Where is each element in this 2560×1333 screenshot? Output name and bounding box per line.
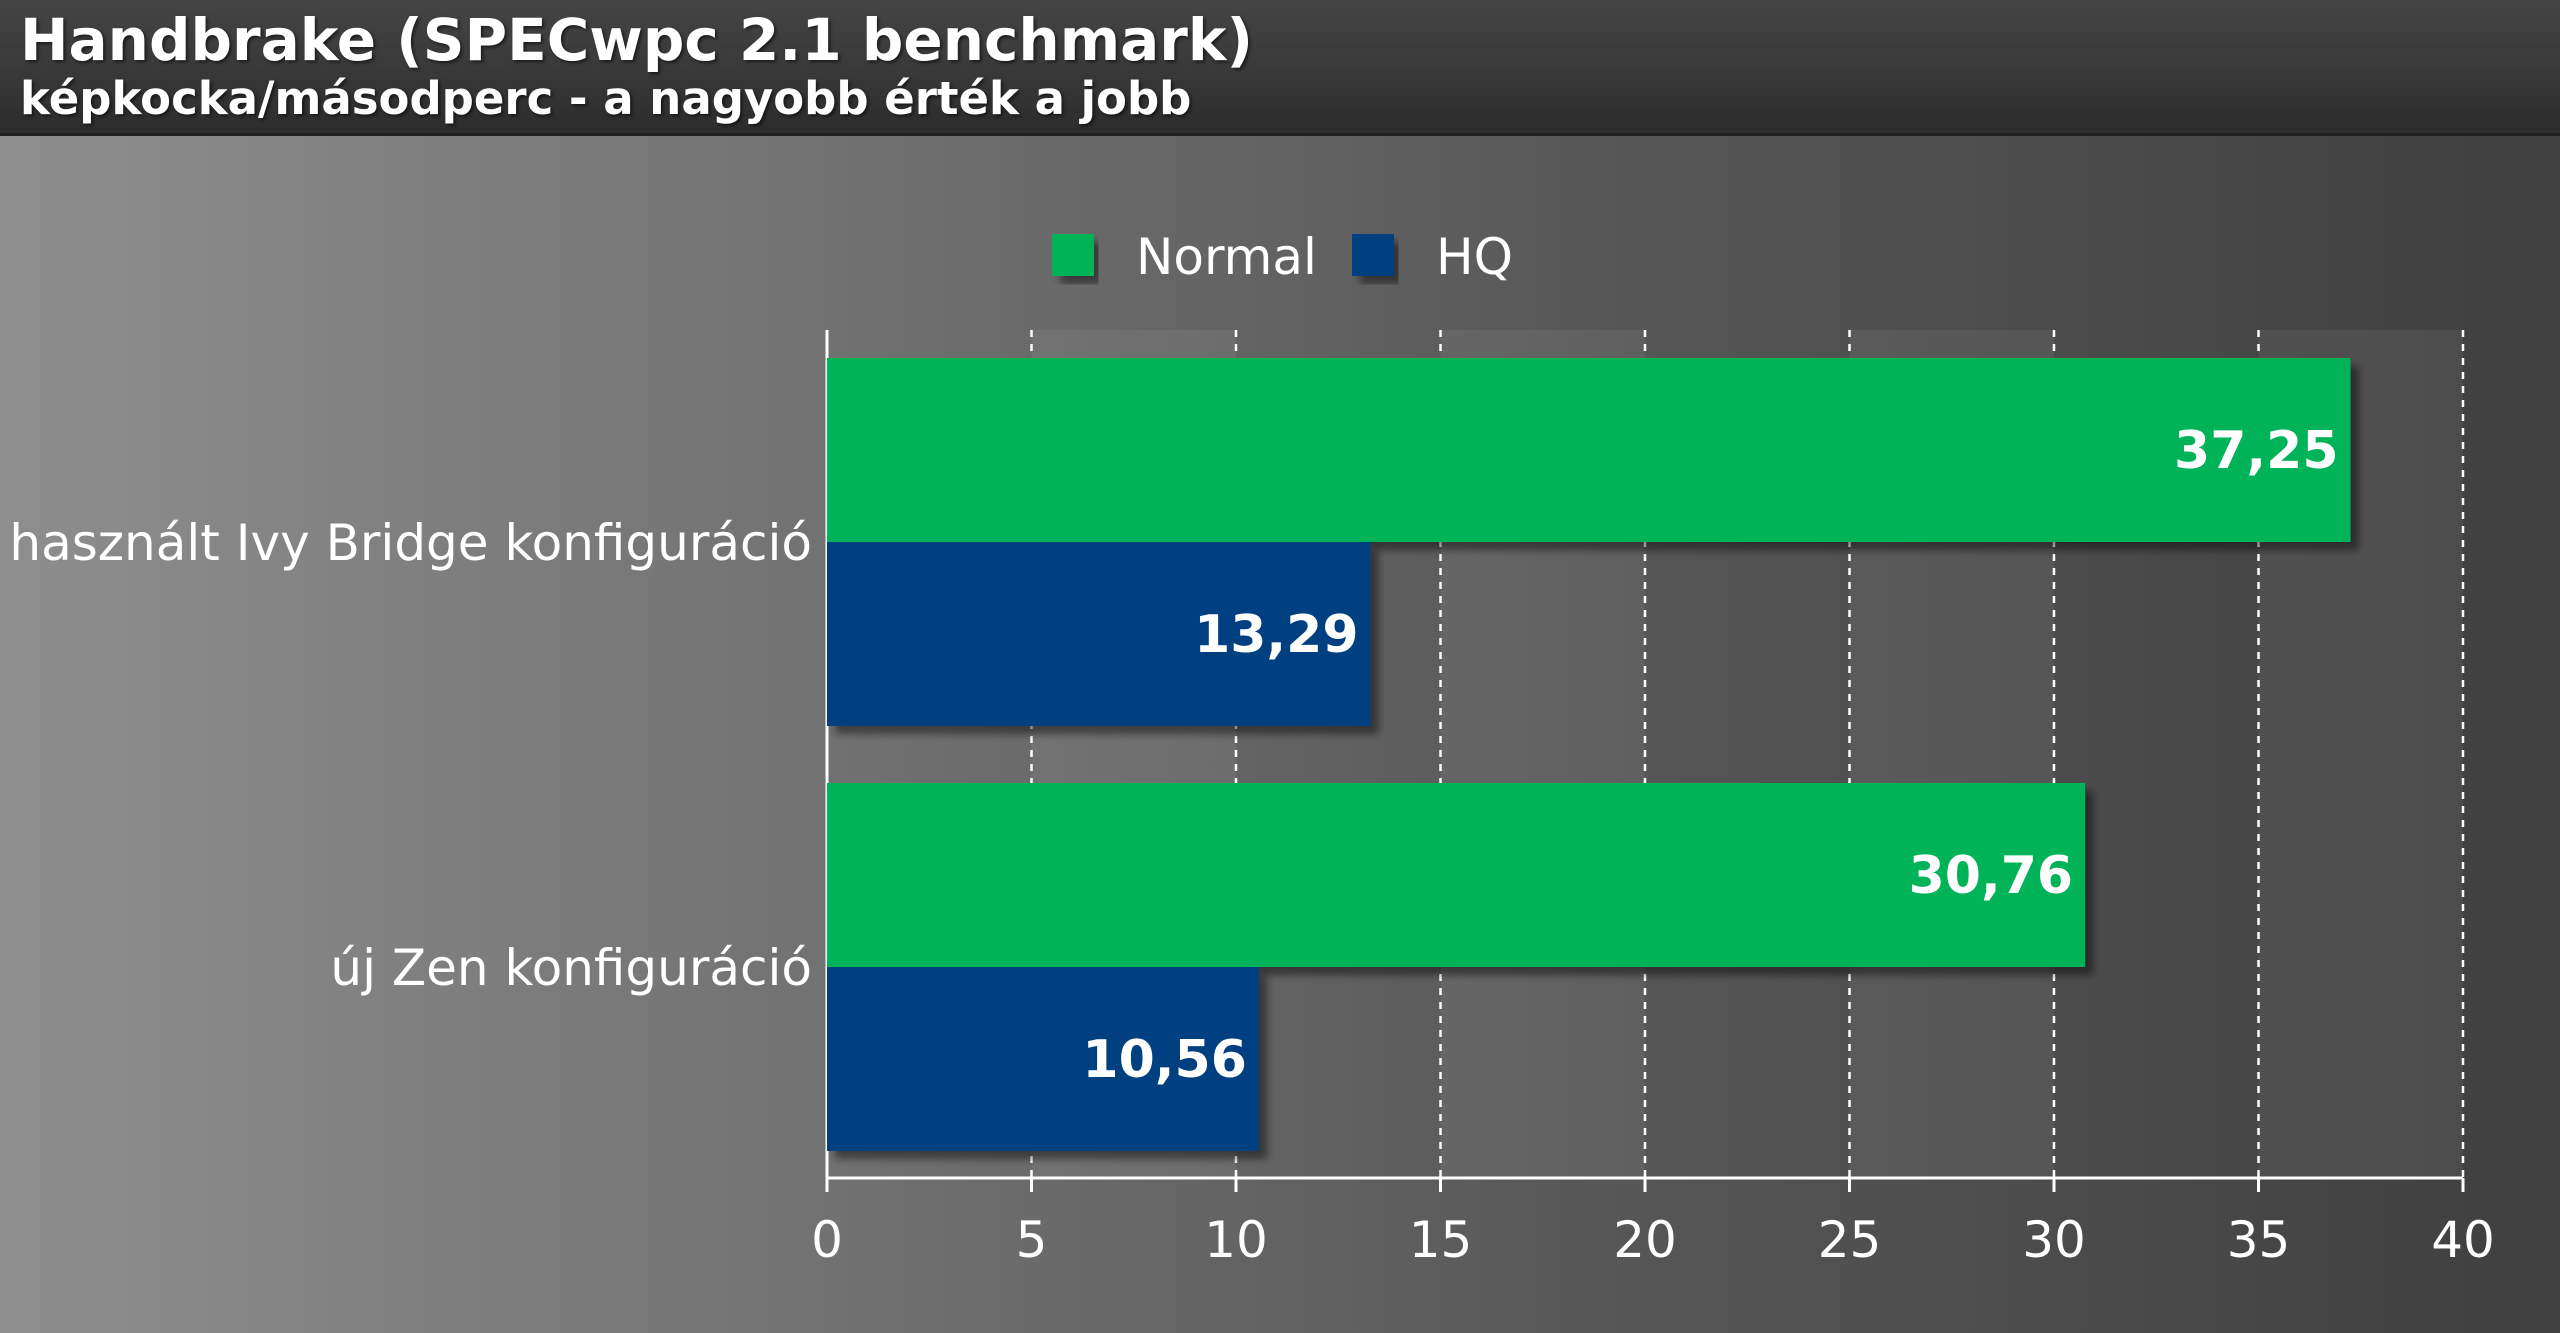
legend-swatch-normal [1052,234,1094,276]
x-tick-label: 5 [1016,1211,1048,1269]
bar-value-label: 30,76 [1909,846,2073,906]
x-tick-label: 0 [811,1211,843,1269]
x-tick-label: 25 [1818,1211,1882,1269]
x-tick-label: 30 [2022,1211,2086,1269]
bar-value-label: 10,56 [1082,1030,1246,1090]
legend-label: HQ [1436,228,1513,286]
legend: Normal HQ [1052,228,1513,286]
bar-hq [827,542,1371,726]
bars: 37,25 13,29 30,76 10,56 [827,358,2351,1151]
bar-value-label: 13,29 [1194,605,1358,665]
x-tick-label: 10 [1204,1211,1268,1269]
x-tick-label: 15 [1409,1211,1473,1269]
bar-normal [827,783,2086,967]
bar-value-label: 37,25 [2174,421,2338,481]
category-label: új Zen konfiguráció [330,939,812,997]
chart-title: Handbrake (SPECwpc 2.1 benchmark) [20,6,1253,74]
legend-swatch-hq [1352,234,1394,276]
category-labels: használt Ivy Bridge konfiguráció új Zen k… [9,514,812,997]
chart-header: Handbrake (SPECwpc 2.1 benchmark) képkoc… [0,0,2560,136]
x-tick-label: 20 [1613,1211,1677,1269]
legend-label: Normal [1136,228,1317,286]
category-label: használt Ivy Bridge konfiguráció [9,514,812,572]
x-axis: 0 5 10 15 20 25 30 35 40 [811,1176,2495,1269]
chart-subtitle: képkocka/másodperc - a nagyobb érték a j… [20,72,1192,125]
x-tick-label: 35 [2227,1211,2291,1269]
bar-hq [827,967,1259,1151]
bar-normal [827,358,2351,542]
x-tick-label: 40 [2431,1211,2495,1269]
